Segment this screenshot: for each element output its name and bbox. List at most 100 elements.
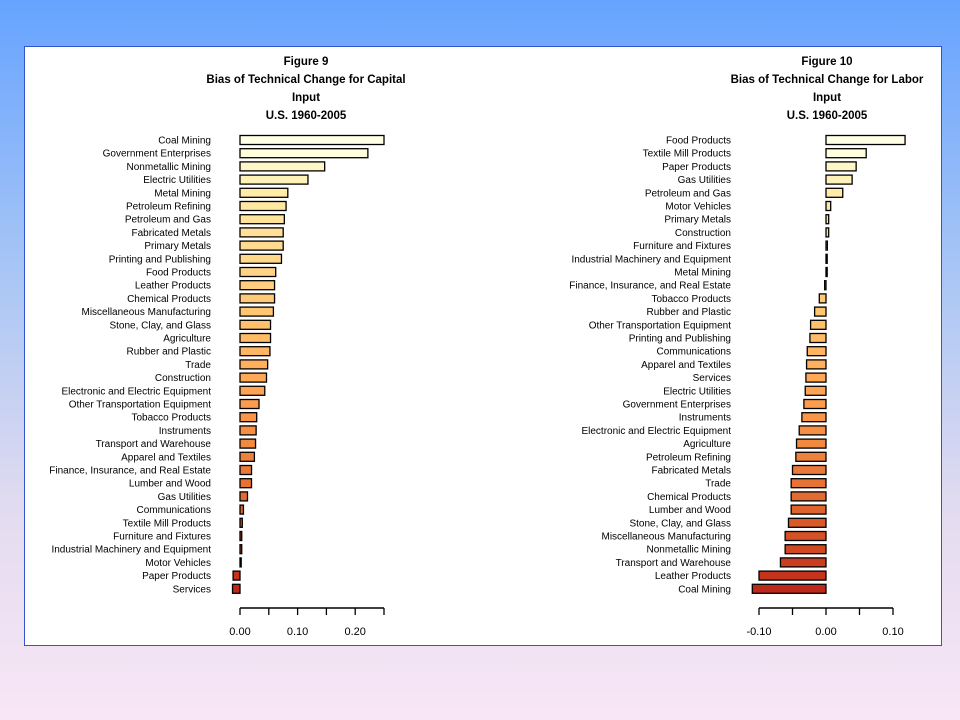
bar [239,464,253,476]
category-label: Electric Utilities [143,175,211,186]
x-tick-label: 0.00 [815,626,836,638]
bar [825,148,867,159]
category-label: Stone, Clay, and Glass [629,518,731,529]
chart-title-line: U.S. 1960-2005 [787,110,868,122]
category-label: Primary Metals [664,215,731,226]
category-label: Stone, Clay, and Glass [109,320,211,331]
bar [239,385,266,396]
bar [825,227,830,238]
category-label: Finance, Insurance, and Real Estate [569,281,731,292]
bar [239,148,369,159]
bar [790,504,827,515]
category-label: Rubber and Plastic [647,307,732,318]
chart-title-line: Input [292,92,320,104]
bar [825,200,832,212]
category-label: Industrial Machinery and Equipment [571,254,731,265]
category-label: Furniture and Fixtures [633,241,731,252]
bar [825,253,828,264]
bar [239,544,243,555]
bar [239,134,385,146]
bar [239,332,272,344]
category-label: Electric Utilities [663,386,731,397]
x-tick-label: 0.10 [882,626,903,638]
bar [239,293,276,304]
bar [779,557,827,568]
chart-1: Figure 9 Bias of Technical Change for Cap… [49,56,405,638]
category-label: Lumber and Wood [129,479,211,490]
bar [239,200,287,212]
bar [805,372,827,383]
bar [787,517,827,528]
bar [791,464,827,476]
category-label: Textile Mill Products [123,518,211,529]
category-label: Fabricated Metals [652,466,731,477]
category-label: Fabricated Metals [132,228,211,239]
category-label: Transport and Warehouse [96,439,212,450]
category-label: Coal Mining [678,584,731,595]
category-label: Gas Utilities [158,492,211,503]
bar [784,530,827,542]
category-label: Food Products [146,268,211,279]
category-label: Petroleum and Gas [645,188,731,199]
category-label: Paper Products [662,162,731,173]
category-label: Paper Products [142,571,211,582]
bar [818,293,827,304]
bar [825,161,857,172]
category-label: Transport and Warehouse [616,558,732,569]
category-label: Petroleum and Gas [125,215,211,226]
category-label: Other Transportation Equipment [589,320,732,331]
category-label: Primary Metals [144,241,211,252]
chart-title-line: Figure 10 [801,56,852,68]
category-label: Miscellaneous Manufacturing [81,307,211,318]
bar [801,412,827,423]
bar [239,478,253,489]
chart-title-line: Input [813,92,841,104]
category-label: Gas Utilities [678,175,731,186]
bar [239,319,272,330]
bar [239,240,284,251]
bar [795,438,827,449]
bar [804,385,827,396]
bar [758,570,827,581]
chart-title-line: Bias of Technical Change for Labor [731,74,924,86]
chart-title-line: Figure 9 [284,56,329,68]
bar [825,174,853,185]
category-label: Textile Mill Products [643,149,731,160]
category-label: Trade [185,360,211,371]
category-label: Leather Products [655,571,731,582]
bar [239,306,275,317]
category-label: Motor Vehicles [665,202,731,213]
category-label: Food Products [666,136,731,147]
bar [790,491,827,502]
chart-2: Figure 10 Bias of Technical Change for La… [569,56,924,638]
category-label: Communications [137,505,211,516]
bar [239,412,258,423]
category-label: Tobacco Products [132,413,212,424]
category-label: Apparel and Textiles [641,360,731,371]
bar [239,372,268,383]
bar [231,583,241,594]
bar [239,425,257,436]
bar [806,346,827,357]
x-tick-label: 0.10 [287,626,308,638]
bar [813,306,827,317]
bar [239,438,257,449]
bar [784,544,827,555]
x-tick-label: -0.10 [746,626,771,638]
category-label: Motor Vehicles [145,558,211,569]
bar [239,557,242,568]
charts-svg: Figure 9 Bias of Technical Change for Cap… [49,56,924,638]
category-label: Communications [657,347,731,358]
category-label: Rubber and Plastic [127,347,212,358]
category-label: Trade [705,479,731,490]
bar [239,227,284,238]
chart-title-line: Bias of Technical Change for Capital [206,74,405,86]
category-label: Services [693,373,731,384]
x-tick-label: 0.20 [344,626,365,638]
bar [809,319,827,330]
bar [239,161,326,172]
category-label: Printing and Publishing [109,254,211,265]
bar [239,346,271,357]
category-label: Petroleum Refining [646,452,731,463]
bar [239,517,243,528]
